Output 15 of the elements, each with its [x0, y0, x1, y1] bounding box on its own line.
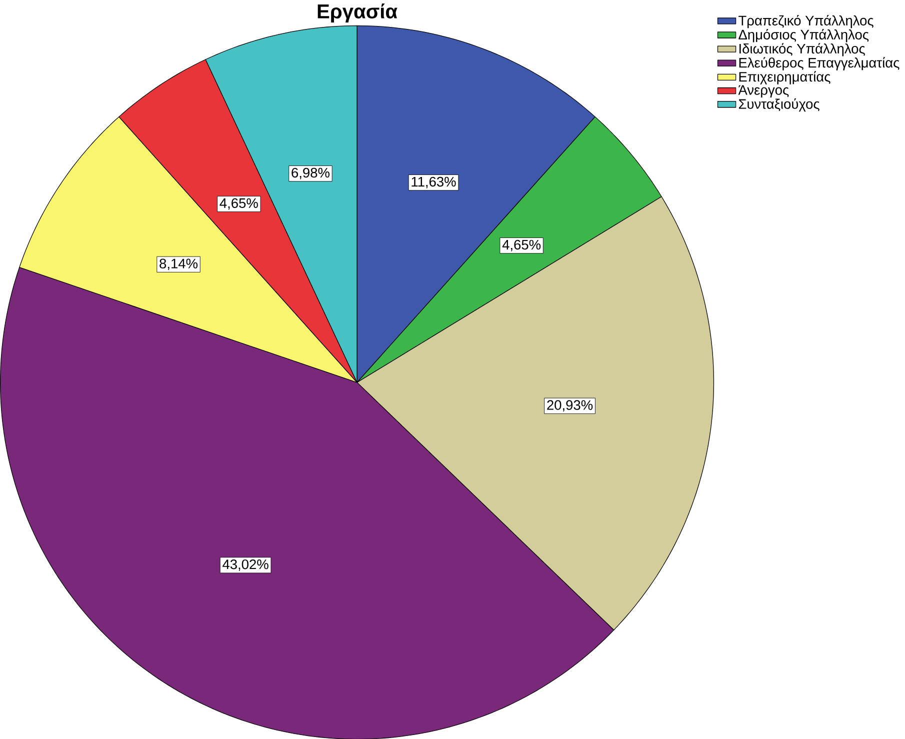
data-label: 8,14% — [160, 258, 198, 270]
legend-label: Τραπεζικό Υπάλληλος — [738, 14, 874, 28]
data-label: 20,93% — [547, 400, 593, 412]
data-label: 43,02% — [222, 559, 268, 571]
data-label: 4,65% — [502, 240, 541, 251]
legend-label: Άνεργος — [738, 84, 789, 98]
legend-label: Ελεύθερος Επαγγελματίας — [739, 56, 900, 70]
legend-label: Συνταξιούχος — [738, 98, 820, 112]
data-label: 11,63% — [412, 176, 456, 188]
legend-label: Ιδιωτικός Υπάλληλος — [740, 42, 865, 56]
data-label: 6,98% — [292, 168, 330, 179]
legend-label: Δημόσιος Υπάλληλος — [738, 28, 869, 42]
legend-label: Επιχειρηματίας — [739, 70, 830, 84]
chart-title: Εργασία — [318, 3, 398, 22]
data-label: 4,65% — [220, 198, 258, 210]
